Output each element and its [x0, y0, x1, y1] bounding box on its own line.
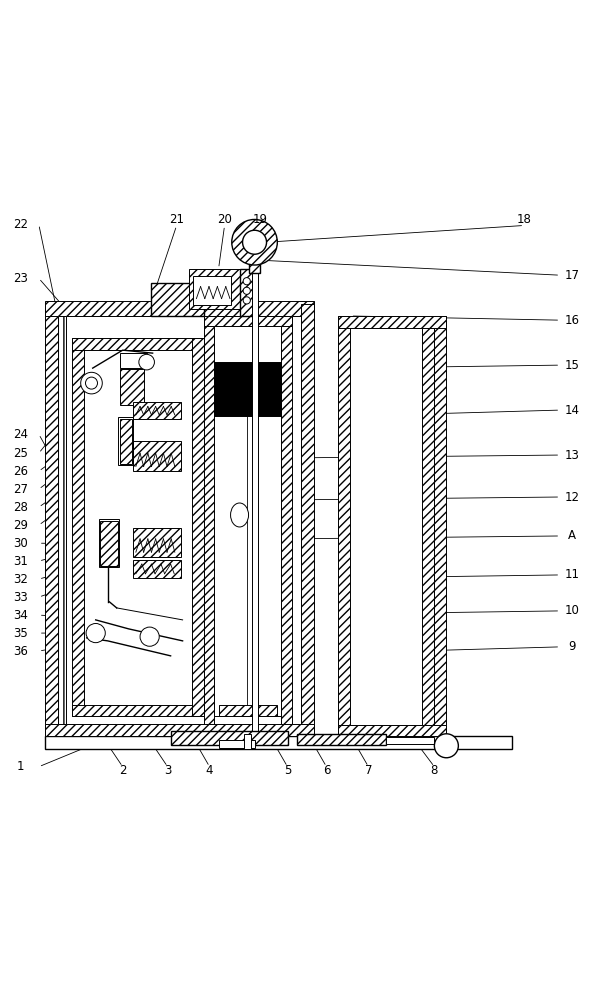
- Text: 5: 5: [284, 764, 291, 777]
- Text: 7: 7: [365, 764, 372, 777]
- Text: 30: 30: [13, 537, 28, 550]
- Text: 19: 19: [253, 213, 268, 226]
- Circle shape: [80, 372, 102, 394]
- Text: 20: 20: [217, 213, 232, 226]
- Bar: [72, 338, 204, 350]
- Bar: [120, 353, 146, 368]
- Circle shape: [243, 297, 250, 304]
- Bar: [387, 737, 434, 744]
- Bar: [218, 705, 276, 716]
- Text: 3: 3: [164, 764, 171, 777]
- Bar: [72, 338, 83, 716]
- Bar: [249, 258, 260, 273]
- Text: 6: 6: [322, 764, 330, 777]
- Bar: [204, 316, 214, 724]
- Text: 35: 35: [13, 627, 28, 640]
- Bar: [194, 276, 231, 305]
- Text: 22: 22: [13, 218, 28, 231]
- Bar: [120, 369, 143, 405]
- Circle shape: [139, 354, 154, 370]
- Text: 25: 25: [13, 447, 28, 460]
- Bar: [338, 725, 446, 736]
- Bar: [134, 402, 182, 419]
- Bar: [134, 528, 182, 557]
- Text: 36: 36: [13, 645, 28, 658]
- Bar: [58, 316, 66, 724]
- Bar: [350, 328, 422, 725]
- Bar: [242, 710, 253, 716]
- Bar: [301, 304, 315, 736]
- Bar: [204, 316, 292, 326]
- Text: 34: 34: [13, 609, 28, 622]
- Text: A: A: [568, 529, 576, 542]
- Text: 14: 14: [564, 404, 580, 417]
- Text: 4: 4: [206, 764, 214, 777]
- Bar: [45, 724, 315, 736]
- Bar: [171, 731, 287, 745]
- Bar: [338, 328, 434, 725]
- Circle shape: [140, 627, 159, 646]
- Circle shape: [243, 278, 250, 285]
- Bar: [252, 269, 258, 736]
- Bar: [151, 283, 204, 316]
- Bar: [338, 316, 446, 328]
- Bar: [189, 269, 240, 309]
- Text: 21: 21: [169, 213, 184, 226]
- Text: 28: 28: [13, 501, 28, 514]
- Circle shape: [434, 734, 459, 758]
- Bar: [134, 560, 182, 578]
- Bar: [244, 734, 251, 749]
- Bar: [214, 362, 281, 416]
- Bar: [58, 316, 301, 724]
- Bar: [99, 519, 119, 567]
- Text: 33: 33: [13, 591, 28, 604]
- Bar: [45, 301, 315, 316]
- Text: 9: 9: [569, 640, 576, 653]
- Bar: [281, 316, 292, 724]
- Text: 29: 29: [13, 519, 28, 532]
- Circle shape: [243, 230, 267, 254]
- Circle shape: [85, 377, 97, 389]
- Bar: [45, 304, 58, 736]
- Text: 24: 24: [13, 428, 28, 441]
- Bar: [240, 269, 255, 316]
- Text: 12: 12: [564, 491, 580, 504]
- Text: 18: 18: [517, 213, 532, 226]
- Text: 8: 8: [431, 764, 438, 777]
- Text: 15: 15: [565, 359, 580, 372]
- Text: 32: 32: [13, 573, 28, 586]
- Text: 10: 10: [565, 604, 580, 617]
- Text: 1: 1: [17, 760, 25, 773]
- Circle shape: [86, 623, 105, 643]
- Bar: [214, 326, 281, 716]
- Bar: [296, 734, 387, 745]
- Bar: [120, 419, 132, 464]
- Text: 2: 2: [119, 764, 126, 777]
- Text: 13: 13: [565, 449, 580, 462]
- Bar: [100, 521, 118, 566]
- Bar: [192, 338, 204, 716]
- Circle shape: [243, 287, 250, 294]
- Ellipse shape: [231, 503, 249, 527]
- Text: 23: 23: [13, 272, 28, 285]
- Bar: [338, 316, 350, 736]
- Text: 11: 11: [564, 568, 580, 581]
- Bar: [72, 705, 204, 716]
- Bar: [350, 328, 434, 725]
- Bar: [134, 441, 182, 471]
- Text: 16: 16: [564, 314, 580, 327]
- Text: 31: 31: [13, 555, 28, 568]
- Bar: [218, 740, 255, 748]
- Text: 27: 27: [13, 483, 28, 496]
- Bar: [434, 316, 446, 736]
- Bar: [119, 417, 133, 465]
- Circle shape: [232, 219, 277, 265]
- Text: 17: 17: [564, 269, 580, 282]
- Text: 26: 26: [13, 465, 28, 478]
- Bar: [45, 736, 512, 749]
